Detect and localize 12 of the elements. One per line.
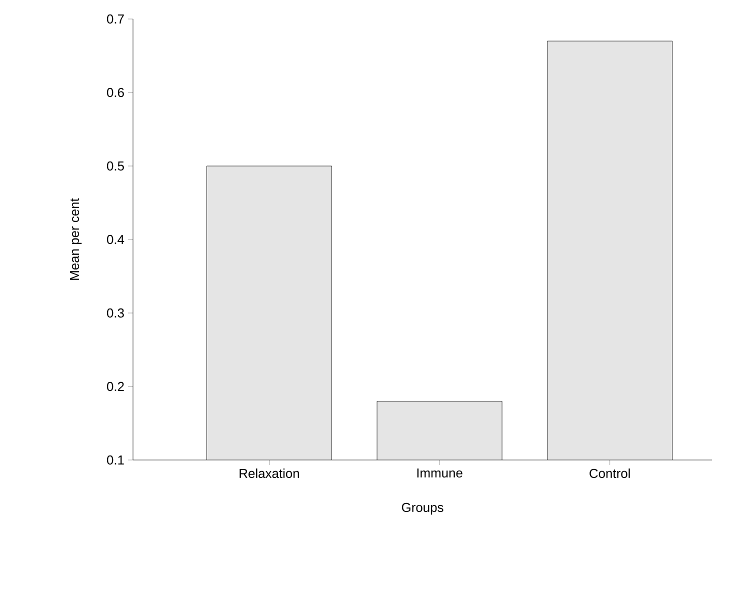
y-tick-label: 0.3 [106,308,124,318]
y-tick-label: 0.4 [106,234,124,244]
y-tick-label: 0.2 [106,382,124,392]
y-tick-label: 0.6 [106,88,124,98]
x-tick-label: Control [590,468,630,478]
x-axis-title: Groups [402,502,444,515]
y-tick-label: 0.1 [106,455,124,465]
x-tick-label: Immune [417,468,462,478]
y-axis-title: Mean per cent [70,198,82,280]
y-tick-label: 0.7 [106,14,124,24]
y-tick-label: 0.5 [106,161,124,171]
x-tick-label: Relaxation [240,468,299,478]
